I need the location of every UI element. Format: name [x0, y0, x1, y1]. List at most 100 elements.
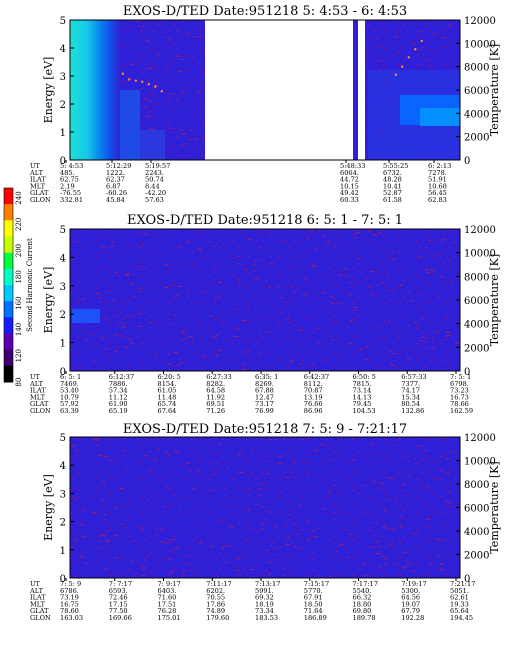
heatmap-cell: [156, 23, 161, 25]
heatmap-cell: [218, 282, 221, 284]
orbit-value: 48.28: [383, 176, 402, 184]
colorbar-segment: [4, 333, 13, 351]
heatmap-cell: [193, 36, 197, 38]
heatmap-cell: [272, 542, 275, 543]
heatmap-cell: [204, 291, 207, 293]
heatmap-cell: [241, 364, 246, 365]
heatmap-cell: [179, 361, 183, 363]
heatmap-cell: [334, 243, 337, 245]
heatmap-cell: [188, 470, 193, 472]
heatmap-cell: [371, 255, 374, 257]
heatmap-cell: [440, 567, 444, 569]
heatmap-cell: [305, 238, 310, 240]
heatmap-cell: [410, 274, 412, 276]
heatmap-cell: [167, 542, 172, 544]
heatmap-cell: [440, 469, 443, 471]
heatmap-cell: [240, 472, 244, 473]
y-tick-label: 2: [60, 518, 66, 529]
heatmap-cell: [399, 516, 404, 518]
heatmap-cell: [395, 366, 398, 368]
y-tick-label: 4: [60, 44, 66, 55]
heatmap-cell: [174, 315, 178, 317]
heatmap-cell: [142, 244, 144, 246]
heatmap-cell: [145, 40, 150, 42]
orbit-value: 6:50: 5: [353, 373, 376, 381]
orbit-value: 10.15: [340, 182, 359, 190]
heatmap-cell: [141, 575, 145, 577]
heatmap-cell: [409, 563, 414, 565]
heatmap-cell: [141, 30, 143, 32]
heatmap-cell: [257, 494, 261, 496]
heatmap-cell: [394, 498, 398, 500]
orbit-value: 18.80: [353, 600, 372, 608]
spectrogram-panel-2: EXOS-D/TED Date:951218 6: 5: 1 - 7: 5: 1…: [29, 213, 501, 415]
orbit-row-label: GLON: [30, 614, 51, 622]
y-tick-label: 1: [60, 128, 66, 139]
orbit-value: 11.12: [109, 393, 128, 401]
orbit-value: 57.63: [145, 196, 164, 204]
heatmap-cell: [412, 472, 414, 474]
heatmap-cell: [131, 63, 135, 65]
orbit-value: 192.28: [401, 614, 424, 622]
heatmap-cell: [357, 232, 361, 234]
heatmap-cell: [439, 437, 443, 439]
heatmap-cell: [379, 482, 384, 484]
heatmap-cell: [446, 501, 451, 503]
heatmap-cell: [145, 111, 150, 113]
heatmap-cell: [180, 330, 185, 332]
heatmap-cell: [167, 558, 172, 560]
heatmap-cell: [419, 245, 421, 247]
orbit-value: 5:19:57: [145, 162, 170, 170]
y-axis-label: Energy [eV]: [42, 267, 55, 334]
orbit-value: 49.42: [340, 189, 359, 197]
heatmap-cell: [103, 455, 107, 457]
orbit-row-label: ILAT: [30, 594, 46, 602]
temperature-point: [160, 90, 163, 93]
heatmap-cell: [427, 526, 430, 528]
heatmap-cell: [279, 297, 284, 299]
heatmap-cell: [246, 552, 249, 554]
heatmap-cell: [137, 246, 141, 248]
heatmap-cell: [375, 38, 379, 40]
y2-tick-label: 8000: [464, 272, 489, 283]
heatmap-cell: [286, 318, 290, 320]
heatmap-cell: [300, 438, 305, 440]
heatmap-cell: [330, 296, 335, 298]
heatmap-cell: [198, 542, 203, 544]
heatmap-cell: [136, 249, 139, 250]
orbit-value: 2.19: [60, 182, 75, 190]
heatmap-cell: [373, 535, 376, 537]
colorbar-label: Second Harmonic Current: [26, 238, 34, 332]
heatmap-cell: [410, 300, 415, 302]
temperature-point: [414, 48, 417, 51]
heatmap-cell: [113, 507, 117, 508]
orbit-value: 6064.: [340, 169, 359, 177]
y2-tick-label: 0: [464, 367, 470, 378]
heatmap-cell: [317, 231, 321, 233]
heatmap-cell: [448, 260, 452, 262]
orbit-row-label: MLT: [30, 393, 46, 401]
heatmap-cell: [114, 350, 118, 352]
heatmap-cell: [116, 305, 118, 307]
y2-tick-label: 4000: [464, 320, 489, 331]
heatmap-cell: [131, 540, 135, 542]
heatmap-cell: [93, 334, 96, 336]
heatmap-cell: [236, 558, 241, 560]
heatmap-cell: [273, 526, 278, 528]
heatmap-cell: [105, 540, 110, 541]
heatmap-cell: [195, 138, 200, 140]
heatmap-cell: [348, 294, 352, 295]
heatmap-cell: [119, 335, 123, 337]
heatmap-cell: [99, 547, 103, 549]
colorbar-tick-label: 180: [15, 270, 23, 283]
y2-tick-label: 0: [464, 574, 470, 585]
heatmap-cell: [336, 550, 339, 552]
heatmap-cell: [414, 458, 417, 460]
heatmap-cell: [252, 263, 256, 265]
colorbar-segment: [4, 204, 13, 221]
heatmap-cell: [84, 338, 86, 340]
heatmap-cell: [278, 491, 283, 493]
orbit-value: 7377.: [401, 380, 420, 388]
flux-tail: [120, 90, 140, 160]
heatmap-cell: [209, 489, 213, 491]
